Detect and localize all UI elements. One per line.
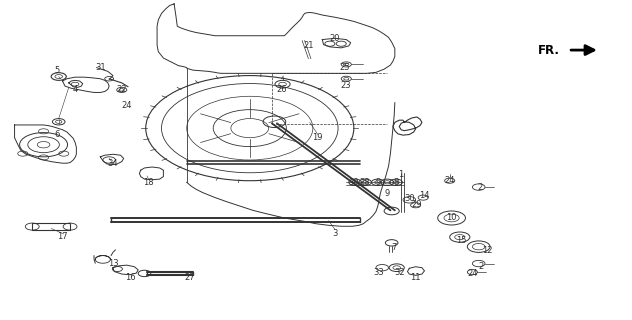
Text: 16: 16 [125,273,135,282]
Text: 7: 7 [391,243,396,252]
Text: 19: 19 [312,133,322,142]
Text: FR.: FR. [538,44,560,57]
Text: 30: 30 [348,178,359,187]
Text: 10: 10 [446,213,457,222]
Text: 11: 11 [410,273,420,282]
Text: 9: 9 [375,178,380,187]
Text: 29: 29 [411,200,422,209]
Text: 8: 8 [393,178,399,187]
Text: 32: 32 [394,268,404,277]
Text: 20: 20 [330,35,340,44]
Text: 28: 28 [360,178,370,187]
Text: 2: 2 [478,262,484,271]
Text: 2: 2 [477,183,483,192]
Text: 12: 12 [482,246,493,255]
Text: 26: 26 [276,85,287,94]
Text: 27: 27 [185,273,195,282]
Text: 5: 5 [55,66,60,75]
Text: 30: 30 [404,194,415,203]
Text: 24: 24 [444,176,455,185]
Text: 3: 3 [332,229,337,238]
Text: 23: 23 [340,81,351,90]
Text: 1: 1 [399,170,404,179]
Text: 25: 25 [339,63,349,72]
Text: 33: 33 [374,268,384,277]
Text: 14: 14 [419,190,430,200]
Text: 24: 24 [467,268,478,278]
Text: 15: 15 [456,236,466,245]
Text: 21: 21 [303,41,313,50]
Text: 22: 22 [116,85,127,94]
Text: 6: 6 [55,130,60,139]
Text: 17: 17 [57,232,68,241]
Bar [32,223,70,230]
Text: 34: 34 [107,159,118,168]
Text: 9: 9 [385,189,390,198]
Text: 24: 24 [121,101,132,110]
Text: 18: 18 [143,178,154,187]
Text: 13: 13 [107,259,118,268]
Text: 4: 4 [73,85,78,94]
Text: 31: 31 [95,63,106,72]
